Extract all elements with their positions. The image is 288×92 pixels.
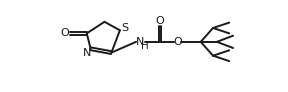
Text: N: N (136, 37, 144, 47)
Text: O: O (60, 28, 69, 38)
Text: O: O (173, 37, 182, 47)
Text: S: S (121, 23, 128, 33)
Text: N: N (83, 48, 91, 58)
Text: H: H (141, 41, 148, 51)
Text: O: O (156, 16, 164, 26)
